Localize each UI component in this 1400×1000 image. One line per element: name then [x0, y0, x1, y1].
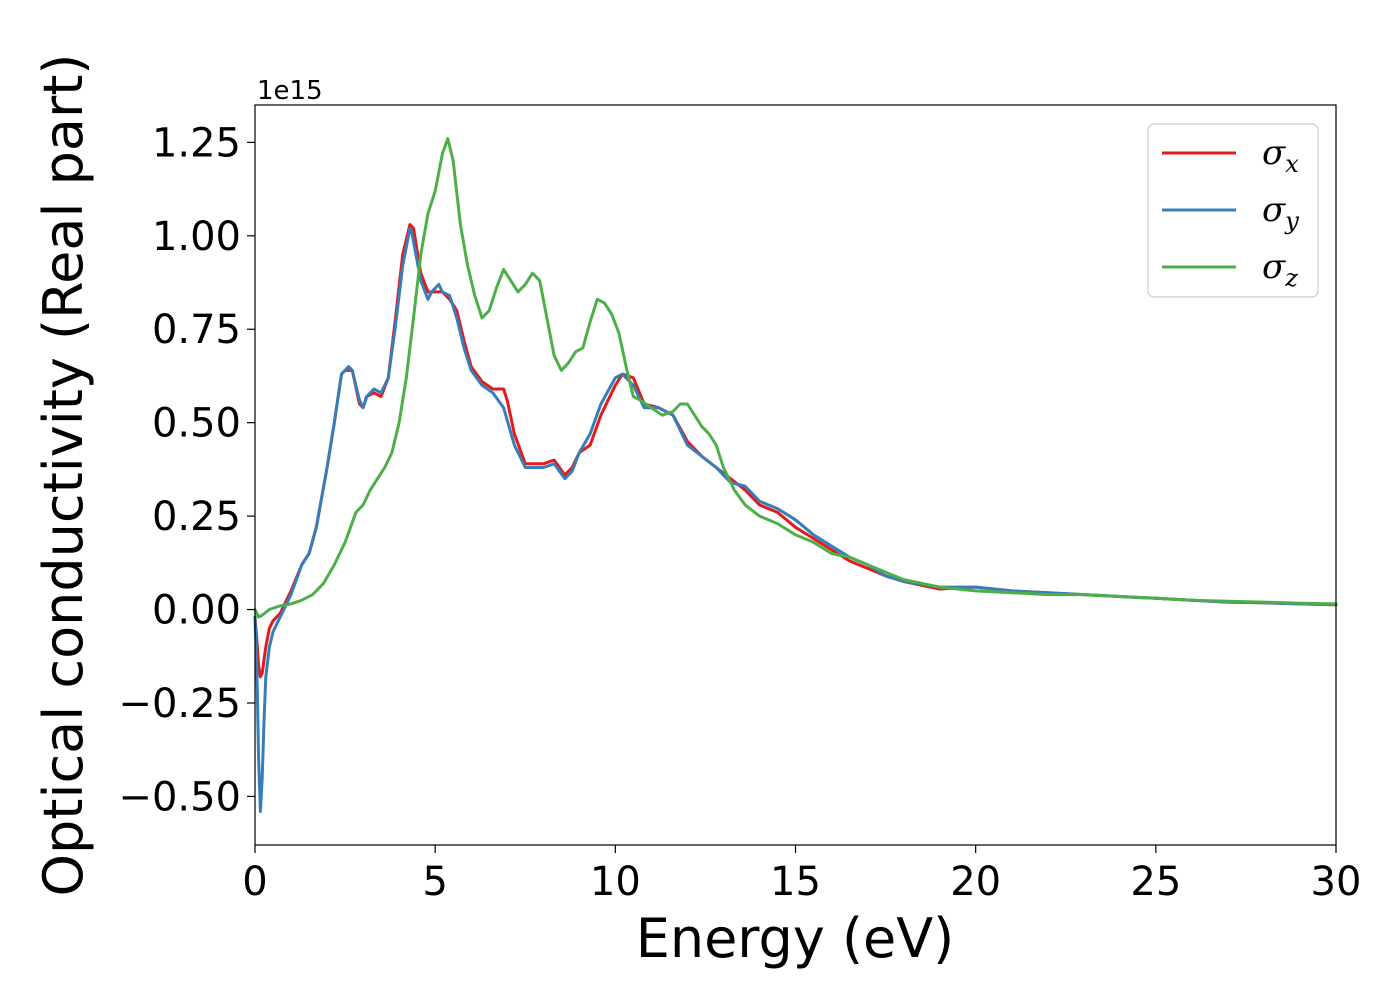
- legend-subscript: x: [1285, 150, 1299, 178]
- x-tick-label: 25: [1130, 859, 1181, 905]
- series-layer: [253, 137, 1338, 813]
- y-tick-label: −0.25: [118, 681, 241, 727]
- y-tick-label: 1.00: [152, 214, 241, 260]
- x-tick-label: 5: [422, 859, 447, 905]
- legend-subscript: y: [1284, 207, 1299, 235]
- x-axis-title: Energy (eV): [636, 907, 955, 970]
- y-tick-label: 0.75: [152, 307, 241, 353]
- y-tick-label: 0.25: [152, 494, 241, 540]
- legend-label-y: σy: [1262, 190, 1299, 235]
- y-tick-label: 0.50: [152, 401, 241, 447]
- x-tick-label: 15: [770, 859, 821, 905]
- x-tick-label: 20: [950, 859, 1001, 905]
- x-axis: 0 5 10 15 20 25 30: [242, 845, 1361, 905]
- x-tick-label: 10: [590, 859, 641, 905]
- series-line-z: [253, 137, 1338, 619]
- y-axis: −0.50 −0.25 0.00 0.25 0.50 0.75 1.00 1.25: [118, 120, 255, 820]
- y-tick-label: 1.25: [152, 120, 241, 166]
- y-axis-title: Optical conductivity (Real part): [32, 54, 95, 897]
- x-tick-label: 0: [242, 859, 267, 905]
- legend-subscript: z: [1284, 264, 1298, 292]
- y-tick-label: 0.00: [152, 588, 241, 634]
- y-tick-label: −0.50: [118, 774, 241, 820]
- x-tick-label: 30: [1311, 859, 1362, 905]
- y-offset-text: 1e15: [257, 76, 323, 106]
